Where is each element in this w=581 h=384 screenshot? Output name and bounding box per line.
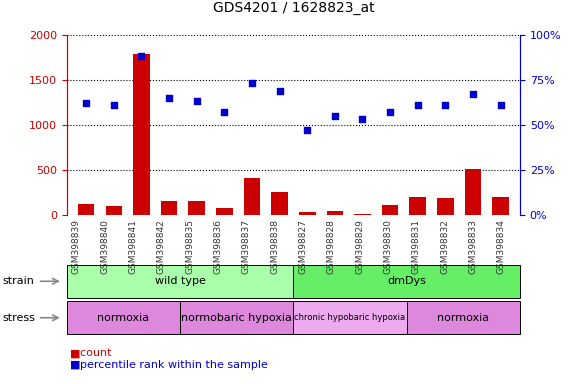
Bar (78, 204, 95, 215)
Text: normobaric hypoxia: normobaric hypoxia (181, 313, 292, 323)
Point (441, 102, 450, 108)
Text: normoxia: normoxia (98, 313, 149, 323)
Text: GSM398839: GSM398839 (72, 219, 81, 274)
Point (496, 102, 505, 108)
Text: normoxia: normoxia (437, 313, 489, 323)
Point (220, 109, 229, 115)
Bar (492, 197, 509, 215)
Point (81, 100, 91, 106)
Point (330, 113, 339, 119)
Bar (188, 201, 205, 215)
Text: ■: ■ (70, 348, 80, 358)
Text: GSM398832: GSM398832 (440, 219, 449, 274)
Bar (161, 200, 177, 215)
Bar (410, 197, 426, 215)
Bar (382, 205, 399, 215)
Text: GDS4201 / 1628823_at: GDS4201 / 1628823_at (213, 2, 374, 15)
Bar (327, 212, 343, 215)
Text: chronic hypobaric hypoxia: chronic hypobaric hypoxia (295, 313, 406, 322)
Bar (133, 55, 150, 215)
Bar (465, 169, 481, 215)
Point (275, 88, 284, 94)
Text: GSM398827: GSM398827 (299, 219, 307, 274)
Text: GSM398829: GSM398829 (355, 219, 364, 274)
Bar (243, 177, 260, 215)
Text: strain: strain (3, 276, 35, 286)
Point (303, 127, 312, 133)
Text: dmDys: dmDys (388, 276, 426, 286)
Point (385, 109, 394, 115)
Text: GSM398838: GSM398838 (270, 219, 279, 274)
Text: GSM398835: GSM398835 (185, 219, 194, 274)
Text: wild type: wild type (155, 276, 206, 286)
Point (248, 80, 257, 86)
Text: stress: stress (3, 313, 36, 323)
Point (164, 95, 174, 101)
Bar (437, 199, 454, 215)
Text: GSM398842: GSM398842 (157, 219, 166, 274)
Text: GSM398828: GSM398828 (327, 219, 336, 274)
Text: GSM398831: GSM398831 (412, 219, 421, 274)
Text: GSM398841: GSM398841 (128, 219, 138, 274)
Text: GSM398833: GSM398833 (468, 219, 478, 274)
Bar (216, 208, 232, 215)
Point (413, 102, 422, 108)
Point (468, 91, 478, 97)
Text: ■: ■ (70, 360, 80, 370)
Point (137, 53, 146, 59)
Point (358, 116, 367, 122)
Text: percentile rank within the sample: percentile rank within the sample (73, 360, 267, 370)
Text: count: count (73, 348, 111, 358)
Point (192, 98, 202, 104)
Text: GSM398836: GSM398836 (214, 219, 223, 274)
Bar (271, 192, 288, 215)
Bar (299, 212, 315, 215)
Text: GSM398830: GSM398830 (383, 219, 393, 274)
Bar (354, 214, 371, 215)
Bar (106, 206, 122, 215)
Text: GSM398837: GSM398837 (242, 219, 251, 274)
Point (109, 102, 119, 108)
Text: GSM398840: GSM398840 (101, 219, 109, 274)
Text: GSM398834: GSM398834 (497, 219, 506, 274)
